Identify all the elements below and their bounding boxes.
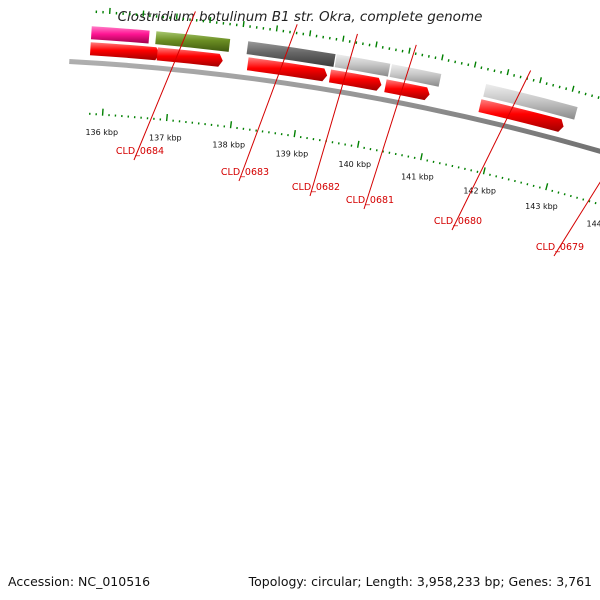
outer-major-tick bbox=[309, 30, 312, 37]
kbp-label: 138 kbp bbox=[212, 141, 245, 150]
outer-minor-tick bbox=[434, 56, 437, 60]
outer-major-tick bbox=[473, 61, 477, 68]
kbp-major-tick bbox=[482, 167, 486, 175]
outer-major-tick bbox=[408, 47, 411, 54]
outer-major-tick bbox=[571, 85, 575, 92]
gene-label-leader bbox=[133, 11, 196, 161]
gene-arrow-1 bbox=[89, 42, 160, 61]
kbp-minor-tick bbox=[576, 196, 578, 199]
kbp-label: 141 kbp bbox=[401, 172, 434, 181]
outer-minor-tick bbox=[578, 90, 581, 94]
outer-major-tick bbox=[342, 35, 345, 42]
outer-minor-tick bbox=[591, 94, 594, 98]
outer-major-tick bbox=[242, 20, 245, 28]
outer-major-tick bbox=[209, 16, 212, 24]
outer-major-tick bbox=[506, 69, 510, 76]
kbp-minor-tick bbox=[551, 189, 554, 192]
kbp-minor-tick bbox=[588, 200, 591, 203]
gene-label: CLD_0683 bbox=[221, 167, 269, 178]
kbp-major-tick bbox=[165, 114, 168, 122]
gene-label-leader bbox=[451, 70, 532, 231]
gene-arrow-6 bbox=[478, 99, 564, 132]
map-title: Clostridium botulinum B1 str. Okra, comp… bbox=[117, 9, 483, 25]
outer-minor-tick bbox=[584, 92, 587, 96]
kbp-minor-tick bbox=[538, 186, 541, 189]
outer-minor-tick bbox=[532, 78, 535, 82]
kbp-minor-tick bbox=[532, 184, 535, 187]
outer-minor-tick bbox=[558, 85, 561, 89]
kbp-label: 140 kbp bbox=[339, 160, 372, 169]
gene-label: CLD_0679 bbox=[536, 242, 584, 253]
upper-feature-4 bbox=[334, 54, 391, 77]
outer-major-tick bbox=[375, 41, 378, 48]
outer-minor-tick bbox=[493, 69, 496, 73]
upper-feature-3 bbox=[246, 41, 336, 67]
outer-minor-tick bbox=[447, 59, 450, 62]
outer-minor-tick bbox=[565, 87, 568, 91]
upper-feature-6 bbox=[483, 83, 578, 120]
gene-label-leader bbox=[309, 33, 358, 197]
gene-label: CLD_0684 bbox=[116, 146, 164, 157]
outer-major-tick bbox=[275, 25, 279, 32]
outer-minor-tick bbox=[480, 66, 483, 70]
outer-major-tick bbox=[175, 13, 178, 20]
kbp-major-tick bbox=[420, 153, 423, 161]
kbp-minor-tick bbox=[594, 201, 597, 205]
kbp-major-tick bbox=[229, 121, 233, 129]
gene-arrow-5 bbox=[384, 79, 430, 101]
outer-major-tick bbox=[441, 54, 444, 61]
kbp-label: 143 kbp bbox=[525, 202, 558, 211]
kbp-major-tick bbox=[356, 140, 360, 148]
kbp-major-tick bbox=[545, 183, 549, 191]
gene-label-leader bbox=[363, 44, 417, 210]
upper-feature-2 bbox=[155, 31, 231, 52]
outer-minor-tick bbox=[460, 61, 463, 65]
outer-minor-tick bbox=[427, 55, 430, 58]
gene-label: CLD_0681 bbox=[346, 195, 394, 206]
outer-minor-tick bbox=[454, 60, 457, 64]
gene-arrow-2 bbox=[156, 47, 223, 67]
outer-minor-tick bbox=[486, 67, 489, 71]
outer-minor-tick bbox=[500, 70, 502, 74]
kbp-minor-tick bbox=[563, 193, 566, 196]
gene-label: CLD_0680 bbox=[434, 216, 482, 227]
accession-text: Accession: NC_010516 bbox=[8, 574, 151, 589]
outer-minor-tick bbox=[552, 83, 555, 87]
outer-minor-tick bbox=[597, 96, 600, 99]
upper-feature-5 bbox=[389, 64, 442, 87]
outer-minor-tick bbox=[519, 75, 522, 79]
kbp-label: 137 kbp bbox=[149, 134, 182, 143]
gene-label-leader bbox=[553, 181, 600, 257]
kbp-minor-tick bbox=[582, 198, 585, 201]
outer-minor-tick bbox=[545, 82, 548, 85]
kbp-label: 139 kbp bbox=[276, 149, 309, 158]
kbp-label: 144 kbp bbox=[587, 220, 600, 229]
gene-label-leader bbox=[238, 24, 298, 182]
kbp-label: 136 kbp bbox=[85, 128, 118, 137]
outer-major-tick bbox=[142, 10, 145, 17]
gene-label: CLD_0682 bbox=[292, 182, 340, 193]
outer-minor-tick bbox=[513, 74, 516, 77]
gene-arrow-3 bbox=[246, 57, 328, 82]
upper-feature-1 bbox=[90, 26, 150, 44]
kbp-minor-tick bbox=[557, 191, 560, 194]
kbp-minor-tick bbox=[526, 183, 529, 186]
kbp-major-tick bbox=[293, 130, 296, 138]
kbp-minor-tick bbox=[569, 194, 572, 198]
kbp-label: 142 kbp bbox=[463, 186, 496, 195]
genome-summary-text: Topology: circular; Length: 3,958,233 bp… bbox=[248, 574, 592, 589]
gene-arrow-4 bbox=[328, 69, 382, 91]
outer-major-tick bbox=[539, 77, 542, 84]
outer-minor-tick bbox=[467, 63, 470, 67]
